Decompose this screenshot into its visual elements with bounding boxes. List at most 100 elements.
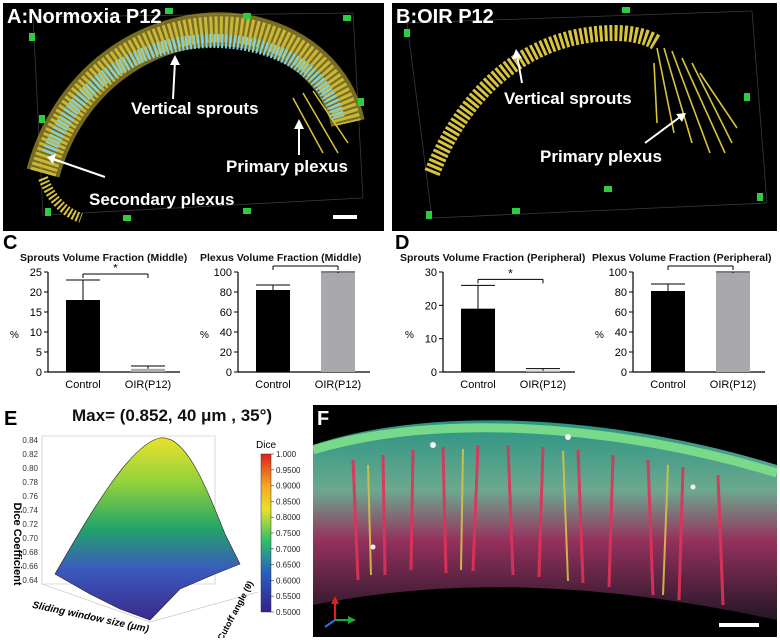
- colorbar-tick-label: 0.8000: [276, 513, 301, 522]
- colorbar-tick-label: 0.5000: [276, 608, 301, 617]
- vertical-sprouts-label: Vertical sprouts: [131, 99, 259, 118]
- z-tick-label: 0.84: [22, 436, 38, 445]
- secondary-plexus-label: Secondary plexus: [89, 190, 235, 209]
- panel-b-title: B:OIR P12: [396, 6, 494, 28]
- panel-b-render: [404, 7, 768, 219]
- vertical-sprouts-label-b: Vertical sprouts: [504, 89, 632, 108]
- panel-a-title: A:Normoxia P12: [7, 6, 162, 28]
- y-tick-label: 20: [615, 347, 627, 359]
- z-tick-label: 0.78: [22, 478, 38, 487]
- colorbar-tick-label: 0.7000: [276, 545, 301, 554]
- bar-oir-p12-: [321, 273, 355, 372]
- primary-plexus-label: Primary plexus: [226, 157, 348, 176]
- y-tick-label: 15: [30, 307, 42, 319]
- bar-oir-p12-: [716, 273, 750, 372]
- y-tick-label: 60: [220, 307, 232, 319]
- panel-d-letter: D: [395, 232, 410, 254]
- y-tick-label: 5: [36, 347, 42, 359]
- surface-max-label: Max= (0.852, 40 μm , 35°): [72, 406, 273, 425]
- colorbar-tick-label: 0.5500: [276, 592, 301, 601]
- z-tick-label: 0.72: [22, 520, 38, 529]
- panel-a-image: A:Normoxia P12 Vertical sprouts Primary …: [3, 3, 384, 231]
- y-tick-label: 0: [431, 367, 437, 379]
- x-tick-label: OIR(P12): [315, 379, 361, 391]
- y-tick-label: 0: [36, 367, 42, 379]
- colorbar-tick-label: 0.9500: [276, 466, 301, 475]
- y-tick-label: 40: [615, 327, 627, 339]
- bar-oir-p12-: [131, 368, 165, 372]
- chart-4-title: Plexus Volume Fraction (Peripheral): [592, 252, 772, 264]
- colorbar-tick-label: 0.8500: [276, 497, 301, 506]
- y-tick-label: 0: [226, 367, 232, 379]
- x-tick-label: Control: [460, 379, 495, 391]
- bar-control: [461, 308, 495, 372]
- bar-control: [66, 300, 100, 372]
- y-tick-label: 100: [609, 267, 627, 279]
- significance-star: *: [508, 266, 513, 280]
- panel-e-letter: E: [4, 408, 18, 430]
- x-tick-label: OIR(P12): [125, 379, 171, 391]
- y-tick-label: 60: [615, 307, 627, 319]
- y-tick-label: 20: [30, 287, 42, 299]
- y-axis-label: Cutoff angle (θ): [215, 579, 255, 638]
- y-tick-label: 20: [425, 300, 437, 312]
- colorbar-tick-label: 1.000: [276, 450, 297, 459]
- panel-f-image: F: [313, 405, 777, 637]
- x-tick-label: Control: [650, 379, 685, 391]
- panel-f-render: [313, 420, 777, 628]
- y-tick-label: 80: [220, 287, 232, 299]
- z-tick-label: 0.68: [22, 548, 38, 557]
- panel-c-letter: C: [3, 232, 18, 254]
- y-tick-label: 40: [220, 327, 232, 339]
- z-tick-label: 0.70: [22, 534, 38, 543]
- panel-b-image: B:OIR P12 Vertical sprouts Primary plexu…: [392, 3, 777, 231]
- y-tick-label: 20: [220, 347, 232, 359]
- chart-4: 0 20 40 60 80 100% Control OIR(P12) *: [595, 264, 765, 391]
- y-axis-label: %: [595, 330, 604, 341]
- chart-1: 0 5 10 15 20 25% Control OIR(P12) *: [10, 264, 180, 391]
- chart-2: 0 20 40 60 80 100% Control OIR(P12) *: [200, 264, 370, 391]
- z-ticks: 0.84 0.82 0.80 0.78 0.76 0.74 0.72 0.70 0.68 0.66…: [22, 436, 38, 585]
- x-tick-label: Control: [255, 379, 290, 391]
- significance-star: *: [113, 264, 118, 275]
- y-tick-label: 0: [621, 367, 627, 379]
- y-tick-label: 25: [30, 267, 42, 279]
- y-tick-label: 10: [30, 327, 42, 339]
- bar-control: [256, 290, 290, 372]
- bar-control: [651, 291, 685, 372]
- x-tick-label: OIR(P12): [520, 379, 566, 391]
- surface-plot: 0.84 0.82 0.80 0.78 0.76 0.74 0.72 0.70 0.68 0.66…: [11, 435, 301, 638]
- colorbar-tick-label: 0.7500: [276, 529, 301, 538]
- y-tick-label: 10: [425, 334, 437, 346]
- z-tick-label: 0.64: [22, 576, 38, 585]
- bar-oir-p12-: [526, 370, 560, 372]
- panel-a-render: [26, 8, 365, 223]
- y-tick-label: 80: [615, 287, 627, 299]
- primary-plexus-label-b: Primary plexus: [540, 147, 662, 166]
- colorbar: [260, 453, 272, 613]
- chart-1-title: Sprouts Volume Fraction (Middle): [20, 252, 188, 264]
- colorbar-tick-label: 0.6500: [276, 561, 301, 570]
- x-tick-label: Control: [65, 379, 100, 391]
- y-axis-label: %: [405, 330, 414, 341]
- chart-3-title: Sprouts Volume Fraction (Peripheral): [400, 252, 586, 264]
- y-tick-label: 100: [214, 267, 232, 279]
- y-axis-label: %: [10, 330, 19, 341]
- colorbar-tick-label: 0.9000: [276, 482, 301, 491]
- z-tick-label: 0.82: [22, 450, 38, 459]
- significance-star: *: [698, 264, 703, 267]
- colorbar-tick-label: 0.6000: [276, 576, 301, 585]
- z-tick-label: 0.66: [22, 562, 38, 571]
- colorbar-title: Dice: [256, 440, 276, 451]
- z-tick-label: 0.80: [22, 464, 38, 473]
- z-tick-label: 0.74: [22, 506, 38, 515]
- colorbar-ticks: 1.000 0.9500 0.9000 0.8500 0.8000 0.7500 0.700…: [271, 450, 301, 617]
- y-axis-label: %: [200, 330, 209, 341]
- z-tick-label: 0.76: [22, 492, 38, 501]
- chart-3: 0 10 20 30% Control OIR(P12) *: [405, 266, 575, 391]
- significance-star: *: [303, 264, 308, 267]
- x-tick-label: OIR(P12): [710, 379, 756, 391]
- chart-2-title: Plexus Volume Fraction (Middle): [200, 252, 362, 264]
- panel-f-letter: F: [317, 408, 330, 430]
- y-tick-label: 30: [425, 267, 437, 279]
